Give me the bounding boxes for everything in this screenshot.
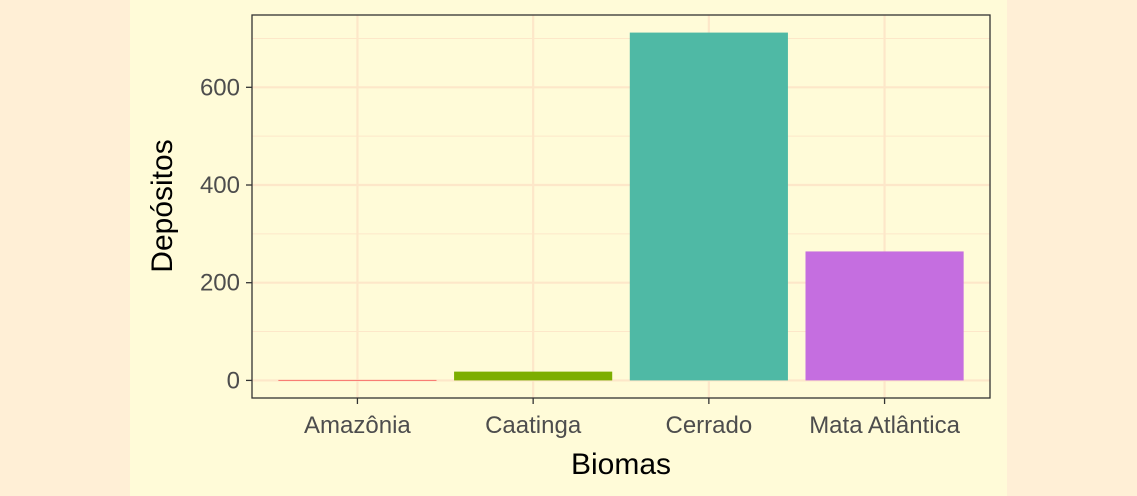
bar-cerrado xyxy=(629,32,788,381)
x-tick-label: Amazônia xyxy=(304,412,411,439)
chart-figure: 0 200 400 600 Amazônia Caatinga Cerrado Mata At… xyxy=(130,0,1007,496)
y-tick-label: 400 xyxy=(200,172,240,199)
x-tick-label: Caatinga xyxy=(485,412,582,439)
bar-chart: 0 200 400 600 Amazônia Caatinga Cerrado Mata At… xyxy=(146,14,991,481)
x-tick-label: Mata Atlântica xyxy=(809,412,960,439)
bar-caatinga xyxy=(454,371,613,381)
panel-border xyxy=(251,14,991,399)
x-tick-label: Cerrado xyxy=(665,412,752,439)
x-axis-title: Biomas xyxy=(571,448,671,481)
bars xyxy=(278,32,964,381)
y-tick-label: 0 xyxy=(227,367,240,394)
bar-amazônia xyxy=(278,379,437,381)
y-tick-label: 600 xyxy=(200,74,240,101)
y-tick-label: 200 xyxy=(200,270,240,297)
axis-ticks: 0 200 400 600 Amazônia Caatinga Cerrado Mata At… xyxy=(200,74,961,439)
y-axis-title: Depósitos xyxy=(146,139,179,272)
bar-mata-atlântica xyxy=(805,251,964,381)
